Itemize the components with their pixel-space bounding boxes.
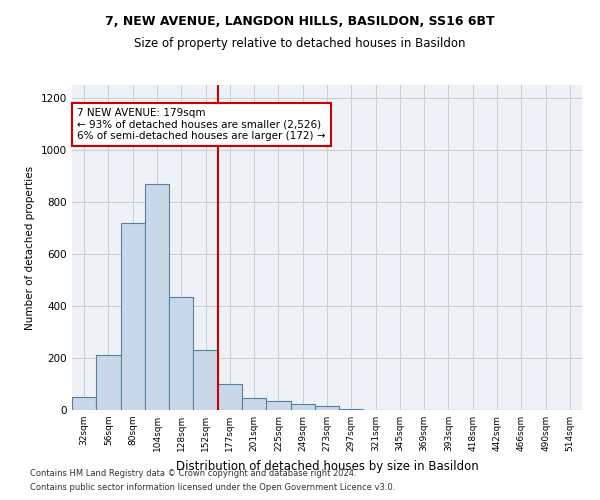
Bar [266, 401, 290, 410]
Text: Contains HM Land Registry data © Crown copyright and database right 2024.: Contains HM Land Registry data © Crown c… [30, 468, 356, 477]
Bar [169, 297, 193, 410]
Bar [72, 397, 96, 410]
Bar [242, 398, 266, 410]
Bar [290, 404, 315, 410]
Text: 7 NEW AVENUE: 179sqm
← 93% of detached houses are smaller (2,526)
6% of semi-det: 7 NEW AVENUE: 179sqm ← 93% of detached h… [77, 108, 326, 141]
Bar [218, 384, 242, 410]
Y-axis label: Number of detached properties: Number of detached properties [25, 166, 35, 330]
Bar [145, 184, 169, 410]
Text: Size of property relative to detached houses in Basildon: Size of property relative to detached ho… [134, 38, 466, 51]
Text: 7, NEW AVENUE, LANGDON HILLS, BASILDON, SS16 6BT: 7, NEW AVENUE, LANGDON HILLS, BASILDON, … [105, 15, 495, 28]
Bar [121, 223, 145, 410]
X-axis label: Distribution of detached houses by size in Basildon: Distribution of detached houses by size … [176, 460, 478, 472]
Bar [315, 406, 339, 410]
Text: Contains public sector information licensed under the Open Government Licence v3: Contains public sector information licen… [30, 484, 395, 492]
Bar [96, 356, 121, 410]
Bar [193, 350, 218, 410]
Bar [339, 408, 364, 410]
